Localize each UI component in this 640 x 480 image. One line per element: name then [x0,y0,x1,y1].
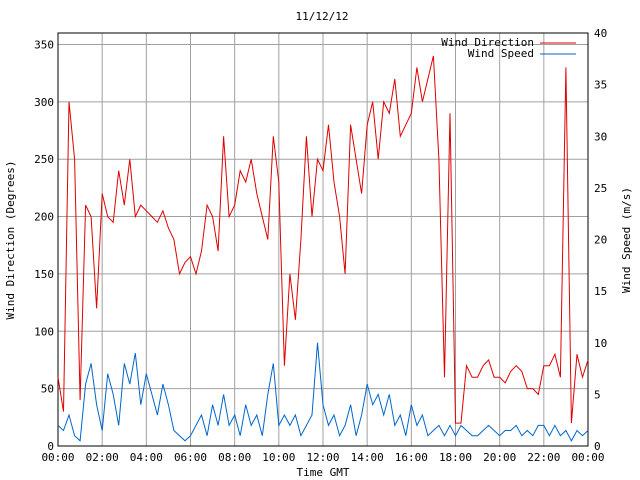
y-axis-label-right: Wind Speed (m/s) [620,187,633,293]
y-tick-label: 250 [34,153,54,166]
x-tick-label: 14:00 [351,451,384,464]
y2-tick-label: 20 [594,234,607,247]
chart-grid [58,33,588,446]
left-axis-ticks: 0 50 100 150 200 250 300 350 [34,38,54,453]
x-tick-label: 02:00 [86,451,119,464]
legend-label-wind-speed: Wind Speed [468,47,534,60]
y-tick-label: 100 [34,325,54,338]
x-tick-label: 06:00 [174,451,207,464]
y2-tick-label: 35 [594,79,607,92]
x-tick-label: 08:00 [218,451,251,464]
y-axis-label-left: Wind Direction (Degrees) [4,161,17,320]
y-tick-label: 350 [34,38,54,51]
y2-tick-label: 10 [594,337,607,350]
x-axis-label: Time GMT [297,466,350,479]
right-axis-ticks: 0 5 10 15 20 25 30 35 40 [594,27,607,453]
y2-tick-label: 0 [594,440,601,453]
x-tick-label: 16:00 [395,451,428,464]
y2-tick-label: 5 [594,388,601,401]
y2-tick-label: 40 [594,27,607,40]
legend-label-wind-direction: Wind Direction [441,36,534,49]
x-tick-label: 22:00 [527,451,560,464]
y-tick-label: 0 [47,440,54,453]
y-tick-label: 300 [34,96,54,109]
x-tick-label: 20:00 [483,451,516,464]
y2-tick-label: 25 [594,182,607,195]
y-tick-label: 150 [34,268,54,281]
plot-frame [57,32,589,447]
y2-tick-label: 15 [594,285,607,298]
legend: Wind Direction Wind Speed [441,36,576,60]
series-line-wind-speed [57,342,589,442]
y-tick-label: 50 [41,383,54,396]
x-tick-label: 10:00 [262,451,295,464]
x-tick-label: 12:00 [306,451,339,464]
y2-tick-label: 30 [594,130,607,143]
x-tick-label: 04:00 [130,451,163,464]
x-tick-label: 18:00 [439,451,472,464]
series-line-wind-direction [57,55,589,424]
x-tick-label: 00:00 [41,451,74,464]
x-tick-label: 00:00 [571,451,604,464]
y-tick-label: 200 [34,211,54,224]
chart-title: 11/12/12 [296,10,349,23]
x-axis-ticks: 00:00 02:00 04:00 06:00 08:00 10:00 12:00 14:00… [41,451,604,464]
